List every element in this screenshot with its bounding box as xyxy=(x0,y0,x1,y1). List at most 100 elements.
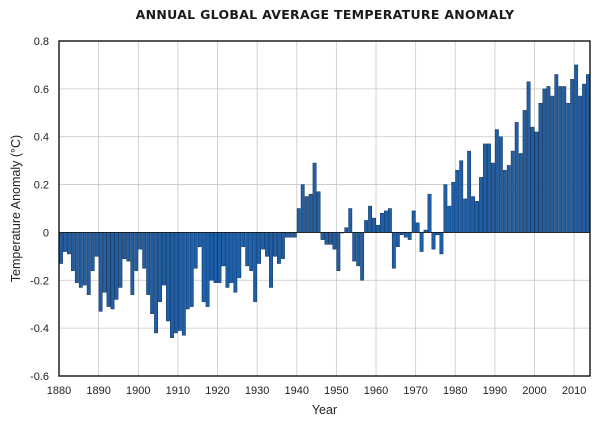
bar xyxy=(273,232,277,257)
bar xyxy=(522,110,527,233)
x-axis-title: Year xyxy=(312,403,337,417)
bar xyxy=(562,86,567,233)
y-tick-label: -0.6 xyxy=(30,371,49,383)
x-tick-label: 1930 xyxy=(245,385,269,397)
bar xyxy=(126,232,131,262)
bar xyxy=(217,232,222,283)
bar xyxy=(74,232,79,283)
bar xyxy=(320,232,325,240)
bar xyxy=(63,232,67,252)
bar xyxy=(510,150,515,233)
bar xyxy=(395,232,400,248)
bar xyxy=(213,232,218,283)
bar xyxy=(229,232,234,283)
x-tick-label: 2010 xyxy=(562,385,586,397)
bar xyxy=(534,131,539,233)
bar xyxy=(376,225,380,233)
bar xyxy=(546,86,551,233)
bar xyxy=(487,143,491,233)
bar xyxy=(146,232,151,295)
bar xyxy=(288,232,293,238)
bar xyxy=(304,196,309,233)
bar xyxy=(98,232,103,312)
bar xyxy=(332,232,337,250)
bar xyxy=(558,86,563,233)
bar xyxy=(391,232,396,269)
plot-frame xyxy=(58,40,591,377)
bar xyxy=(225,232,230,288)
y-axis-title: Temperature Anomaly (°C) xyxy=(9,135,23,282)
bar xyxy=(257,232,262,264)
bar xyxy=(118,232,123,288)
bar xyxy=(170,232,174,338)
bar xyxy=(443,184,448,233)
bar xyxy=(459,160,464,233)
bar xyxy=(177,232,182,331)
bar xyxy=(106,232,111,307)
x-tick-label: 1910 xyxy=(166,385,190,397)
bar xyxy=(245,232,250,267)
bar xyxy=(427,193,432,233)
bar xyxy=(407,232,412,240)
bar xyxy=(348,208,353,233)
bar xyxy=(261,232,265,250)
bar xyxy=(368,205,372,233)
bar xyxy=(241,232,246,248)
bar xyxy=(122,232,127,259)
bar xyxy=(173,232,178,334)
bar xyxy=(78,232,83,288)
bar xyxy=(185,232,190,310)
bar xyxy=(360,232,365,281)
bar xyxy=(411,210,416,233)
bar xyxy=(130,232,135,295)
x-tick-label: 1900 xyxy=(126,385,150,397)
bar xyxy=(431,232,436,250)
bar xyxy=(59,232,63,264)
bar xyxy=(193,232,198,269)
bar xyxy=(150,232,155,315)
bar xyxy=(570,79,575,233)
bar xyxy=(494,129,499,233)
bar xyxy=(415,222,420,233)
bar xyxy=(554,74,559,233)
bar xyxy=(154,232,158,334)
bar xyxy=(82,232,87,286)
bar xyxy=(277,232,281,264)
bar xyxy=(102,232,107,293)
bar xyxy=(162,232,166,286)
x-tick-label: 1920 xyxy=(205,385,229,397)
x-tick-label: 1990 xyxy=(483,385,507,397)
x-tick-label: 1950 xyxy=(324,385,348,397)
bar xyxy=(498,136,503,233)
bar xyxy=(483,143,487,233)
bar xyxy=(471,196,476,233)
bar xyxy=(514,122,519,233)
bar xyxy=(403,232,408,238)
bar xyxy=(316,191,321,233)
bar-layer xyxy=(59,64,590,338)
bar xyxy=(209,232,214,281)
y-tick-label: 0.4 xyxy=(34,132,49,144)
bar xyxy=(574,64,579,233)
bar xyxy=(300,184,305,233)
x-tick-label: 1940 xyxy=(285,385,309,397)
bar xyxy=(578,95,583,233)
bar xyxy=(181,232,186,336)
bar xyxy=(491,162,495,233)
x-tick-label: 1880 xyxy=(47,385,71,397)
chart-title: ANNUAL GLOBAL AVERAGE TEMPERATURE ANOMAL… xyxy=(135,7,515,22)
x-tick-label: 1960 xyxy=(364,385,388,397)
bar xyxy=(312,162,317,233)
bar xyxy=(384,210,388,233)
bar xyxy=(328,232,333,245)
bar xyxy=(479,177,483,233)
bar xyxy=(308,193,313,233)
bar xyxy=(582,83,586,233)
bar xyxy=(526,81,531,233)
bar xyxy=(90,232,95,271)
bar xyxy=(201,232,206,303)
bar xyxy=(387,208,392,233)
bar xyxy=(296,208,301,233)
bar xyxy=(467,150,472,233)
